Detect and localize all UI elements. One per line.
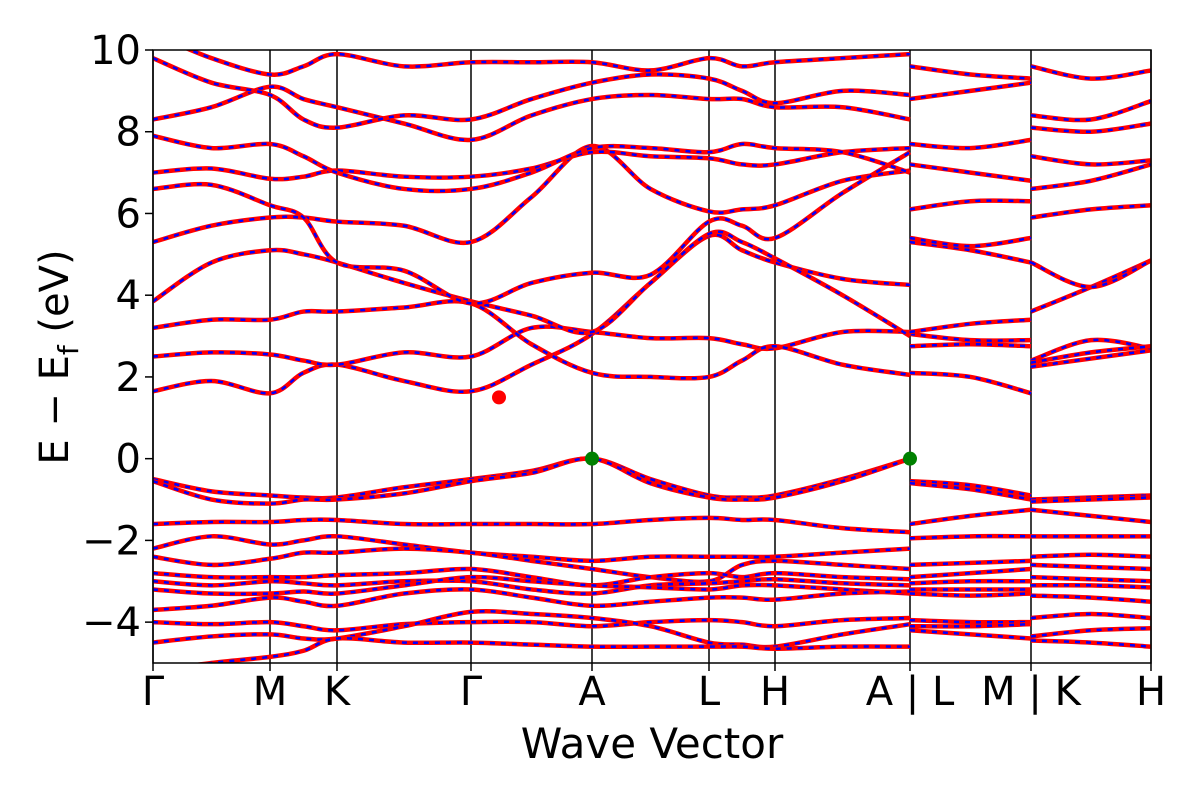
band-edge-point — [492, 390, 506, 405]
band-line-overlay — [187, 50, 1151, 80]
plot-frame — [152, 49, 1152, 664]
band-line — [184, 50, 1151, 81]
band-line-overlay — [153, 144, 1151, 289]
band-line-overlay — [153, 575, 1151, 596]
band-line-overlay — [153, 325, 1151, 367]
band-line-overlay — [153, 575, 1151, 595]
band-line-overlay — [153, 57, 1151, 129]
x-tick-label: A | L — [866, 669, 955, 715]
y-axis-label-main: E − E — [32, 355, 78, 465]
y-tick-label: 8 — [116, 110, 141, 156]
band-line-overlay — [153, 146, 1151, 211]
band-line-overlay — [153, 300, 1151, 395]
y-axis-label-sub: f — [52, 344, 85, 355]
x-tick-label: K — [324, 669, 352, 715]
x-tick-label: H — [1136, 669, 1166, 715]
x-tick-label: H — [760, 669, 790, 715]
band-line — [153, 608, 1151, 650]
band-line-overlay — [153, 134, 1151, 193]
x-tick-label: Γ — [460, 669, 483, 715]
band-line — [153, 232, 1151, 396]
band-line-overlay — [153, 588, 1151, 612]
band-line-overlay — [201, 629, 1151, 663]
band-line-overlay — [153, 151, 1151, 305]
y-axis-label: E − Ef (eV) — [32, 249, 85, 464]
y-tick-label: 2 — [116, 355, 141, 401]
x-axis-label: Wave Vector — [521, 719, 784, 768]
band-line-overlay — [153, 612, 1151, 632]
band-line-overlay — [153, 233, 1151, 395]
y-tick-label: 6 — [116, 191, 141, 237]
band-line-overlay — [153, 85, 1151, 150]
band-line-overlay — [153, 534, 1151, 563]
band-line-overlay — [153, 508, 1151, 534]
band-line-overlay — [153, 547, 1151, 584]
band-line-overlay — [153, 563, 1151, 587]
band-line-overlay — [153, 230, 1151, 338]
x-tick-label: L — [698, 669, 721, 715]
band-edge-point — [903, 451, 917, 466]
x-tick-label: Γ — [142, 669, 165, 715]
x-tick-label: M — [253, 669, 288, 715]
band-line-overlay — [153, 609, 1151, 649]
x-tick-label: M | K — [981, 669, 1082, 715]
band-line — [153, 533, 1151, 564]
y-tick-label: 0 — [116, 437, 141, 483]
band-edge-point — [585, 451, 599, 466]
y-tick-label: 4 — [116, 273, 141, 319]
band-line-overlay — [153, 457, 1151, 505]
y-tick-label: −4 — [82, 600, 141, 646]
y-axis-label-unit: (eV) — [32, 249, 78, 345]
y-tick-label: 10 — [90, 28, 141, 74]
bands — [153, 50, 1151, 663]
x-tick-label: A — [578, 669, 606, 715]
y-tick-label: −2 — [82, 518, 141, 564]
